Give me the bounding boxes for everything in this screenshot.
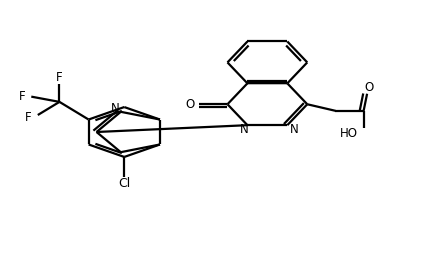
Text: N: N	[239, 123, 248, 136]
Text: F: F	[25, 111, 32, 124]
Text: O: O	[364, 82, 373, 95]
Text: F: F	[56, 71, 62, 84]
Text: N: N	[289, 123, 297, 136]
Text: N: N	[111, 102, 119, 115]
Text: Cl: Cl	[118, 177, 130, 191]
Text: F: F	[18, 90, 25, 103]
Text: O: O	[185, 98, 194, 111]
Text: HO: HO	[339, 127, 357, 140]
